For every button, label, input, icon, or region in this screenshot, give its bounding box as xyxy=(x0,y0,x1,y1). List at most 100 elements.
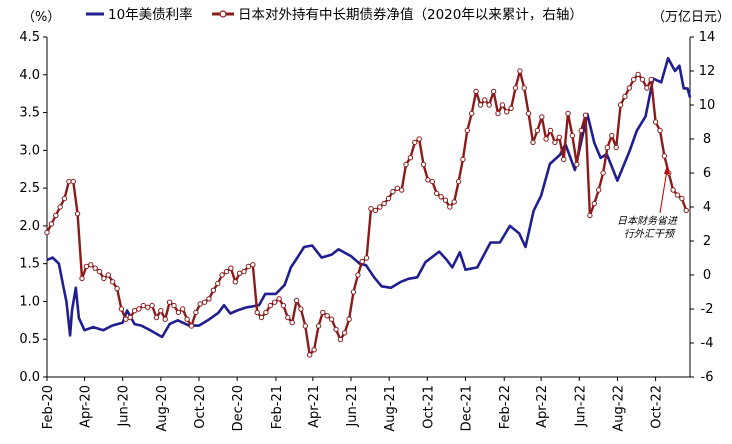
japan-flow-point xyxy=(482,97,488,103)
japan-flow-point xyxy=(201,299,208,305)
japan-flow-point xyxy=(486,102,492,108)
japan-flow-point xyxy=(210,287,217,293)
japan-flow-point xyxy=(631,76,637,83)
right-tick-label: -2 xyxy=(701,302,714,317)
japan-flow-point xyxy=(403,161,409,168)
left-tick-label: 1.0 xyxy=(19,294,40,309)
japan-flow-point xyxy=(442,197,449,203)
japan-flow-point xyxy=(232,279,239,285)
japan-flow-point xyxy=(552,139,558,146)
japan-flow-point xyxy=(385,195,392,202)
left-tick-label: 4.5 xyxy=(19,30,40,45)
japan-flow-point xyxy=(372,207,379,214)
japan-flow-point xyxy=(499,102,506,108)
japan-flow-point xyxy=(197,301,203,307)
right-tick-label: 14 xyxy=(699,30,716,45)
right-tick-label: 12 xyxy=(699,64,716,79)
legend-label-japan-flow: 日本对外持有中长期债券净值（2020年以来累计，右轴） xyxy=(238,7,583,23)
japan-flow-point xyxy=(219,272,225,278)
japan-flow-point xyxy=(407,155,414,161)
japan-flow-point xyxy=(399,187,405,193)
japan-flow-point xyxy=(622,93,628,100)
japan-flow-point xyxy=(644,85,650,91)
japan-flow-point xyxy=(298,306,304,312)
japan-flow-point xyxy=(683,207,689,214)
japan-flow-point xyxy=(504,109,510,115)
japan-flow-point xyxy=(434,190,440,197)
japan-flow-point xyxy=(477,102,484,108)
right-axis-unit: （万亿日元） xyxy=(652,10,730,25)
japan-flow-point xyxy=(215,280,221,287)
japan-flow-point xyxy=(517,68,523,74)
x-tick-label: Jun-22 xyxy=(573,385,588,428)
japan-flow-point xyxy=(92,265,98,271)
japan-flow-point xyxy=(44,229,50,236)
japan-flow-point xyxy=(639,76,646,83)
japan-flow-point xyxy=(578,127,584,134)
japan-flow-point xyxy=(455,178,462,185)
japan-flow-point xyxy=(280,302,287,309)
japan-flow-point xyxy=(223,268,230,275)
japan-flow-point xyxy=(57,204,63,210)
japan-flow-point xyxy=(228,265,234,271)
x-tick-label: Feb-21 xyxy=(270,385,285,429)
japan-flow-point xyxy=(355,272,361,278)
japan-flow-point xyxy=(241,268,247,275)
axes: 0.0 0.5 1.0 1.5 2.0 2.5 3.0 3.5 4.0 4.5 -6 -4 -2 0 2 4 6… xyxy=(19,30,715,432)
japan-flow-point xyxy=(613,144,619,151)
japan-flow-point xyxy=(626,85,632,91)
japan-flow-point xyxy=(324,313,330,319)
japan-flow-point xyxy=(561,156,567,163)
left-axis-unit: （%） xyxy=(22,10,60,25)
japan-flow-point xyxy=(153,314,160,321)
japan-flow-point xyxy=(512,85,519,91)
japan-flow-point xyxy=(569,132,576,139)
annotation-text-line2: 行外汇干预 xyxy=(624,228,676,240)
japan-flow-point xyxy=(420,161,427,168)
japan-flow-point xyxy=(272,299,278,305)
japan-flow-point xyxy=(460,156,466,163)
japan-flow-point xyxy=(328,316,335,322)
series-us10y xyxy=(46,56,692,339)
japan-flow-point xyxy=(315,323,322,329)
japan-flow-point xyxy=(394,185,400,192)
japan-flow-point xyxy=(661,153,668,159)
japan-flow-point xyxy=(61,195,68,202)
japan-flow-point xyxy=(180,306,186,312)
x-tick-label: Aug-20 xyxy=(155,385,170,432)
japan-flow-point xyxy=(276,296,282,302)
japan-flow-point xyxy=(600,170,606,176)
japan-flow-point xyxy=(534,127,541,134)
japan-flow-point xyxy=(556,134,562,141)
japan-flow-point xyxy=(438,194,444,200)
japan-flow-point xyxy=(184,316,190,322)
japan-flow-point xyxy=(48,221,55,227)
legend-label-us10y: 10年美债利率 xyxy=(108,6,193,23)
japan-flow-point xyxy=(657,127,663,134)
japan-flow-point xyxy=(342,330,348,336)
japan-flow-point xyxy=(587,212,593,219)
japan-flow-point xyxy=(539,114,545,120)
japan-flow-point xyxy=(245,263,252,270)
japan-flow-point xyxy=(254,309,260,316)
japan-flow-point xyxy=(543,136,549,142)
x-tick-label: Dec-21 xyxy=(459,385,474,431)
japan-flow-point xyxy=(635,71,641,78)
legend: 10年美债利率 日本对外持有中长期债券净值（2020年以来累计，右轴） xyxy=(86,6,583,23)
japan-flow-point xyxy=(596,187,602,193)
x-tick-label: Apr-22 xyxy=(535,385,550,428)
japan-flow-point xyxy=(350,289,357,295)
japan-flow-point xyxy=(267,302,273,309)
japan-flow-point xyxy=(66,178,72,185)
japan-flow-point xyxy=(293,297,300,304)
japan-flow-point xyxy=(346,316,352,322)
japan-flow-point xyxy=(188,323,195,329)
japan-flow-point xyxy=(263,309,269,316)
japan-flow-point xyxy=(149,302,155,309)
japan-flow-point xyxy=(79,275,85,282)
japan-flow-point xyxy=(368,206,374,212)
series-japan-flow xyxy=(44,68,689,358)
japan-flow-point xyxy=(206,296,212,302)
japan-flow-point xyxy=(381,200,387,207)
japan-flow-point xyxy=(604,144,611,151)
